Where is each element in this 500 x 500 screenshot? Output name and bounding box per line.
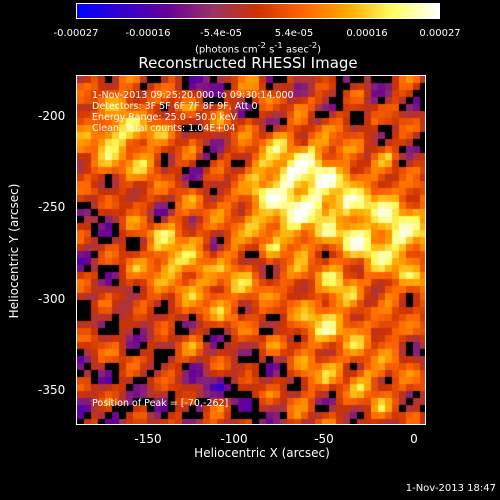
y-axis-label: Heliocentric Y (arcsec) xyxy=(7,183,21,319)
time-range: 1-Nov-2013 09:25:20.000 to 09:30:14.000 xyxy=(92,90,294,101)
x-tick-label: -50 xyxy=(314,432,334,446)
heatmap-image xyxy=(77,76,425,424)
y-tick-label: -300 xyxy=(38,292,66,306)
x-tick-label: 0 xyxy=(410,432,418,446)
image-title: Reconstructed RHESSI Image xyxy=(138,54,358,72)
date-stamp: 1-Nov-2013 18:47 xyxy=(405,483,496,494)
y-tick-label: -250 xyxy=(38,200,66,214)
y-tick-label: -200 xyxy=(38,109,66,123)
x-tick-label: -150 xyxy=(134,432,162,446)
colorbar-units: (photons cm-2 s-1 asec-2) xyxy=(194,40,322,56)
x-tick-label: -100 xyxy=(220,432,248,446)
colorbar-tick: 0.00027 xyxy=(419,28,461,39)
colorbar-tick: -0.00027 xyxy=(53,28,99,39)
image-plot xyxy=(76,75,426,425)
colorbar-tick: 5.4e-05 xyxy=(274,28,314,39)
colorbar-tick: -5.4e-05 xyxy=(200,28,242,39)
detectors-info: Detectors: 3F 5F 6F 7F 8F 9F, Att 0 xyxy=(92,101,258,112)
clean-info: Clean. Total counts: 1.04E+04 xyxy=(92,123,236,134)
peak-position: Position of Peak = [-70,-262] xyxy=(92,398,229,409)
energy-range: Energy Range: 25.0 - 50.0 keV xyxy=(92,112,237,123)
colorbar-tick: 0.00016 xyxy=(346,28,388,39)
y-tick-label: -350 xyxy=(38,383,66,397)
x-axis-label: Heliocentric X (arcsec) xyxy=(194,446,330,460)
colorbar-tick: -0.00016 xyxy=(125,28,171,39)
colorbar xyxy=(76,3,440,19)
